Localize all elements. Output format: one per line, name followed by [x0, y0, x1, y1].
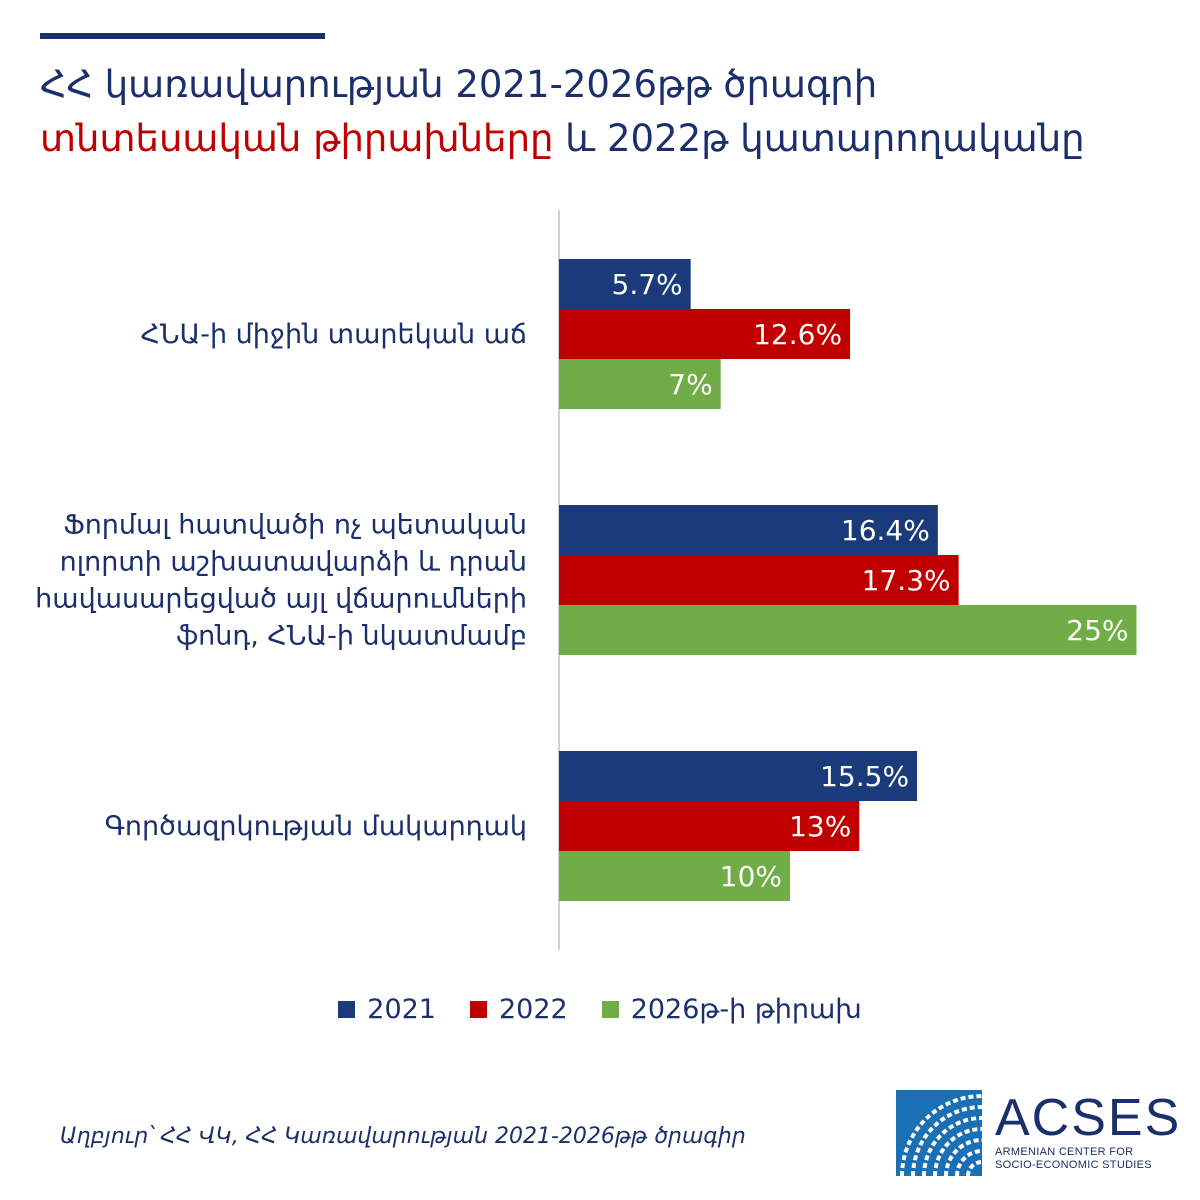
- data-label-3-2: 13%: [789, 810, 851, 843]
- legend-label-target: 2026թ-ի թիրախ: [630, 994, 862, 1025]
- logo-arc: [944, 1138, 983, 1177]
- data-label-1-1: 5.7%: [612, 268, 683, 301]
- data-label-2-3: 25%: [1066, 614, 1128, 647]
- logo-sub-1: ARMENIAN CENTER FOR: [995, 1146, 1134, 1158]
- category-label-line: Ֆորմալ հատվածի ոչ պետական: [63, 510, 527, 541]
- data-label-3-1: 15.5%: [820, 760, 909, 793]
- logo-arc: [955, 1149, 983, 1177]
- data-label-1-3: 7%: [668, 368, 712, 401]
- logo-arc: [933, 1127, 983, 1177]
- bar-2-2: [559, 555, 959, 605]
- bar-1-2: [559, 309, 851, 359]
- legend-label-2021: 2021: [367, 994, 436, 1025]
- category-label-2: Ֆորմալ հատվածի ոչ պետական ոլորտի աշխատավա…: [35, 510, 527, 652]
- title-line-1: ՀՀ կառավարության 2021-2026թթ ծրագրի: [40, 63, 878, 106]
- data-label-2-1: 16.4%: [841, 514, 930, 547]
- source-note: Աղբյուր՝ ՀՀ ՎԿ, ՀՀ Կառավարության 2021-20…: [60, 1124, 746, 1149]
- title-highlight: տնտեսական թիրախները: [40, 117, 554, 160]
- category-label-1: ՀՆԱ-ի միջին տարեկան աճ: [141, 319, 528, 350]
- bar-2-3: [559, 605, 1137, 655]
- bar-3-3: [559, 851, 790, 901]
- bar-1-1: [559, 259, 691, 309]
- chart-title: ՀՀ կառավարության 2021-2026թթ ծրագրի տնտե…: [40, 58, 1180, 166]
- legend-item-2022: 2022: [469, 994, 568, 1025]
- logo-name: ACSES: [995, 1089, 1182, 1147]
- top-rule: [40, 33, 325, 39]
- bar-1-3: [559, 359, 721, 409]
- legend-label-2022: 2022: [498, 994, 568, 1025]
- legend: 2021 2022 2026թ-ի թիրախ: [0, 994, 1200, 1025]
- bar-3-2: [559, 801, 860, 851]
- data-label-1-2: 12.6%: [753, 318, 842, 351]
- bar-3-1: [559, 751, 918, 801]
- logo-arcs: [900, 1094, 983, 1177]
- logo-square: [896, 1090, 982, 1176]
- legend-swatch-target: [601, 1001, 619, 1018]
- acses-logo-mark: [896, 1090, 983, 1177]
- category-label-line: Գործազրկության մակարդակ: [105, 811, 527, 842]
- legend-swatch-2021: [338, 1001, 356, 1018]
- category-label-line: հավասարեցված այլ վճարումների: [35, 584, 527, 615]
- category-label-3: Գործազրկության մակարդակ: [105, 811, 527, 842]
- logo-arc: [900, 1094, 983, 1177]
- category-label-line: ֆոնդ, ՀՆԱ-ի նկատմամբ: [176, 621, 527, 652]
- data-label-3-3: 10%: [720, 860, 782, 893]
- legend-item-target: 2026թ-ի թիրախ: [601, 994, 862, 1025]
- legend-swatch-2022: [469, 1001, 487, 1018]
- data-label-2-2: 17.3%: [862, 564, 951, 597]
- bar-2-1: [559, 505, 938, 555]
- legend-item-2021: 2021: [338, 994, 436, 1025]
- category-label-line: ՀՆԱ-ի միջին տարեկան աճ: [141, 319, 528, 350]
- title-rest: և 2022թ կատարողականը: [553, 117, 1085, 160]
- logo-arc: [966, 1160, 983, 1177]
- category-label-line: ոլորտի աշխատավարձի և դրան: [60, 547, 527, 578]
- title-line-2: տնտեսական թիրախները և 2022թ կատարողականը: [40, 112, 1180, 166]
- logo-sub-2: SOCIO-ECONOMIC STUDIES: [995, 1159, 1152, 1171]
- logo-arc: [922, 1116, 983, 1177]
- acses-logo: ACSES ARMENIAN CENTER FOR SOCIO-ECONOMIC…: [995, 1090, 1181, 1172]
